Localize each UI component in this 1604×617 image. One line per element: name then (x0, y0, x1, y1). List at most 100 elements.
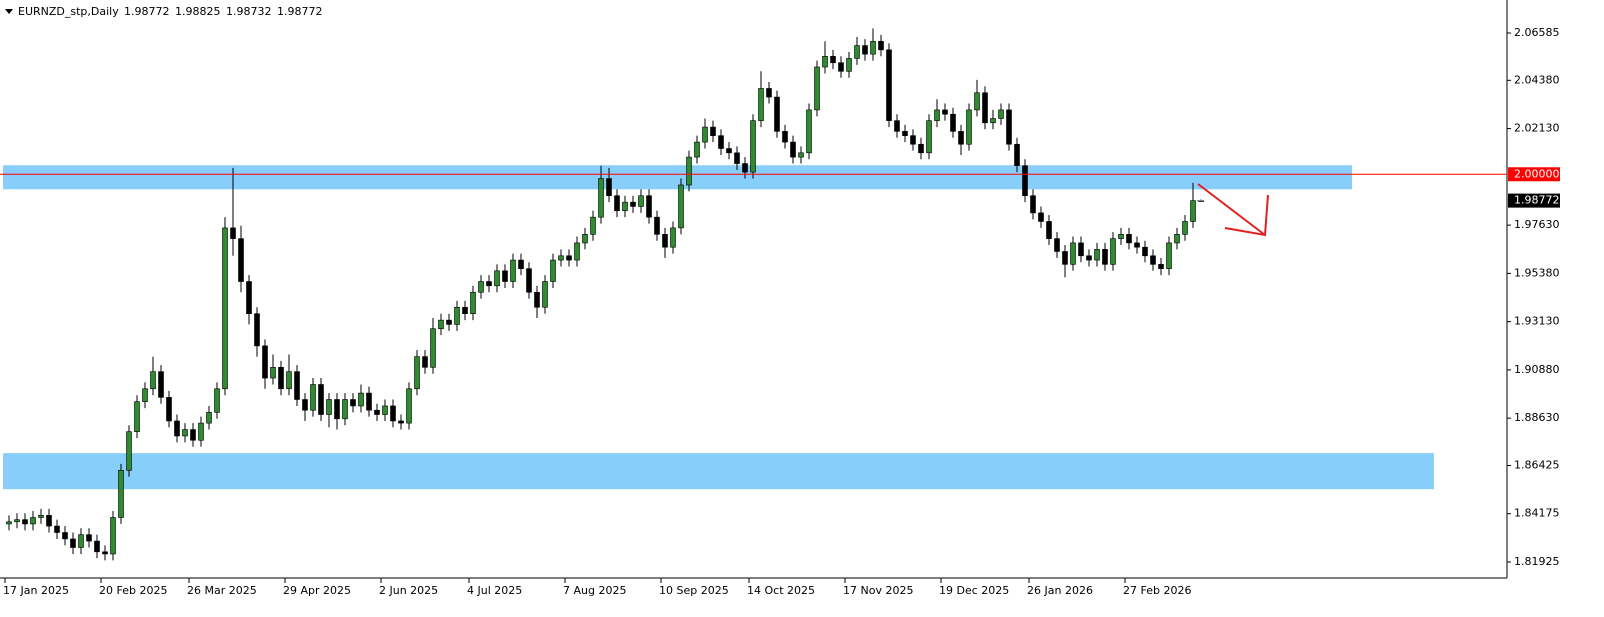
candle-body (798, 152, 804, 158)
candle-body (1110, 238, 1116, 265)
y-tick-label: 1.88630 (1514, 411, 1560, 424)
candle-body (806, 109, 812, 154)
candle-body (1046, 221, 1052, 239)
candle-body (942, 109, 948, 115)
candle-body (838, 62, 844, 72)
candle-body (998, 109, 1004, 119)
candle-body (1158, 264, 1164, 269)
candle-body (1174, 234, 1180, 244)
x-tick-label: 26 Jan 2026 (1027, 584, 1093, 597)
candle-body (598, 178, 604, 218)
candle-body (878, 40, 884, 51)
candle-body (870, 40, 876, 55)
candle-body (166, 397, 172, 422)
candle-body (1006, 109, 1012, 145)
candle-body (134, 401, 140, 432)
candle-body (1134, 242, 1140, 248)
candle-body (86, 534, 92, 542)
y-tick-label: 1.84175 (1514, 507, 1560, 520)
candle-body (646, 195, 652, 218)
candle-body (702, 126, 708, 143)
candle-body (46, 515, 52, 527)
candle-body (574, 242, 580, 261)
candle-body (1030, 195, 1036, 214)
candle-body (422, 356, 428, 368)
x-tick-label: 20 Feb 2025 (99, 584, 167, 597)
x-tick-label: 14 Oct 2025 (747, 584, 815, 597)
candle-body (1062, 251, 1068, 265)
header-close: 1.98772 (277, 5, 323, 18)
candle-body (774, 96, 780, 132)
y-tick-label: 2.04380 (1514, 73, 1560, 86)
candle-body (518, 259, 524, 269)
candle-body (462, 306, 468, 315)
candle-body (918, 143, 924, 154)
candle-body (358, 392, 364, 407)
candle-body (22, 519, 28, 525)
candle-body (470, 291, 476, 315)
candle-body (966, 109, 972, 145)
header-arrow (5, 9, 13, 14)
candle-body (686, 156, 692, 186)
candle-body (742, 163, 748, 173)
candle-body (118, 469, 124, 518)
candle-body (334, 399, 340, 420)
x-tick-label: 2 Jun 2025 (379, 584, 438, 597)
x-tick-label: 4 Jul 2025 (467, 584, 522, 597)
candle-body (158, 371, 164, 398)
candle-body (718, 135, 724, 149)
candle-body (950, 113, 956, 132)
arrow-shaft (1197, 183, 1266, 236)
candle-body (366, 392, 372, 411)
candle-body (206, 412, 212, 424)
candle-body (862, 45, 868, 55)
current-price-box (1508, 193, 1560, 208)
candle-body (230, 227, 236, 239)
candle-body (494, 270, 500, 287)
candle-body (294, 371, 300, 400)
candle-body (614, 195, 620, 212)
candle-body (78, 534, 84, 548)
candle-body (222, 227, 228, 390)
candle-body (694, 141, 700, 158)
candle-body (414, 356, 420, 390)
candle-body (678, 184, 684, 229)
candle-body (622, 201, 628, 212)
candle-body (1054, 238, 1060, 252)
y-tick-label: 2.02130 (1514, 122, 1560, 135)
candle-body (582, 234, 588, 244)
candle-body (830, 55, 836, 64)
candle-body (342, 399, 348, 420)
candle-body (38, 515, 44, 518)
candle-body (710, 126, 716, 136)
candle-body (102, 551, 108, 555)
arrow-head (1224, 194, 1269, 237)
y-tick-label: 1.95380 (1514, 266, 1560, 279)
candle-body (390, 405, 396, 422)
candle-body (326, 399, 332, 415)
candle-body (990, 118, 996, 124)
candle-body (54, 525, 60, 533)
candle-body (726, 148, 732, 154)
candle-body (350, 399, 356, 407)
candle-body (14, 519, 20, 523)
candle-body (174, 420, 180, 437)
candle-body (1182, 221, 1188, 235)
candle-body (110, 517, 116, 555)
candle-body (430, 328, 436, 368)
candle-body (1118, 234, 1124, 239)
candle-body (982, 92, 988, 124)
x-tick-label: 17 Jan 2025 (3, 584, 69, 597)
candle-body (902, 131, 908, 136)
zone (3, 453, 1434, 490)
candle-body (1094, 249, 1100, 261)
candle-body (446, 319, 452, 325)
candle-body (94, 540, 100, 553)
candle-body (1070, 242, 1076, 265)
y-tick-label: 1.93130 (1514, 315, 1560, 328)
candle-body (270, 367, 276, 379)
candle-body (910, 135, 916, 145)
current-price-label: 1.98772 (1514, 194, 1560, 207)
x-tick-label: 29 Apr 2025 (283, 584, 351, 597)
candle-body (846, 58, 852, 72)
